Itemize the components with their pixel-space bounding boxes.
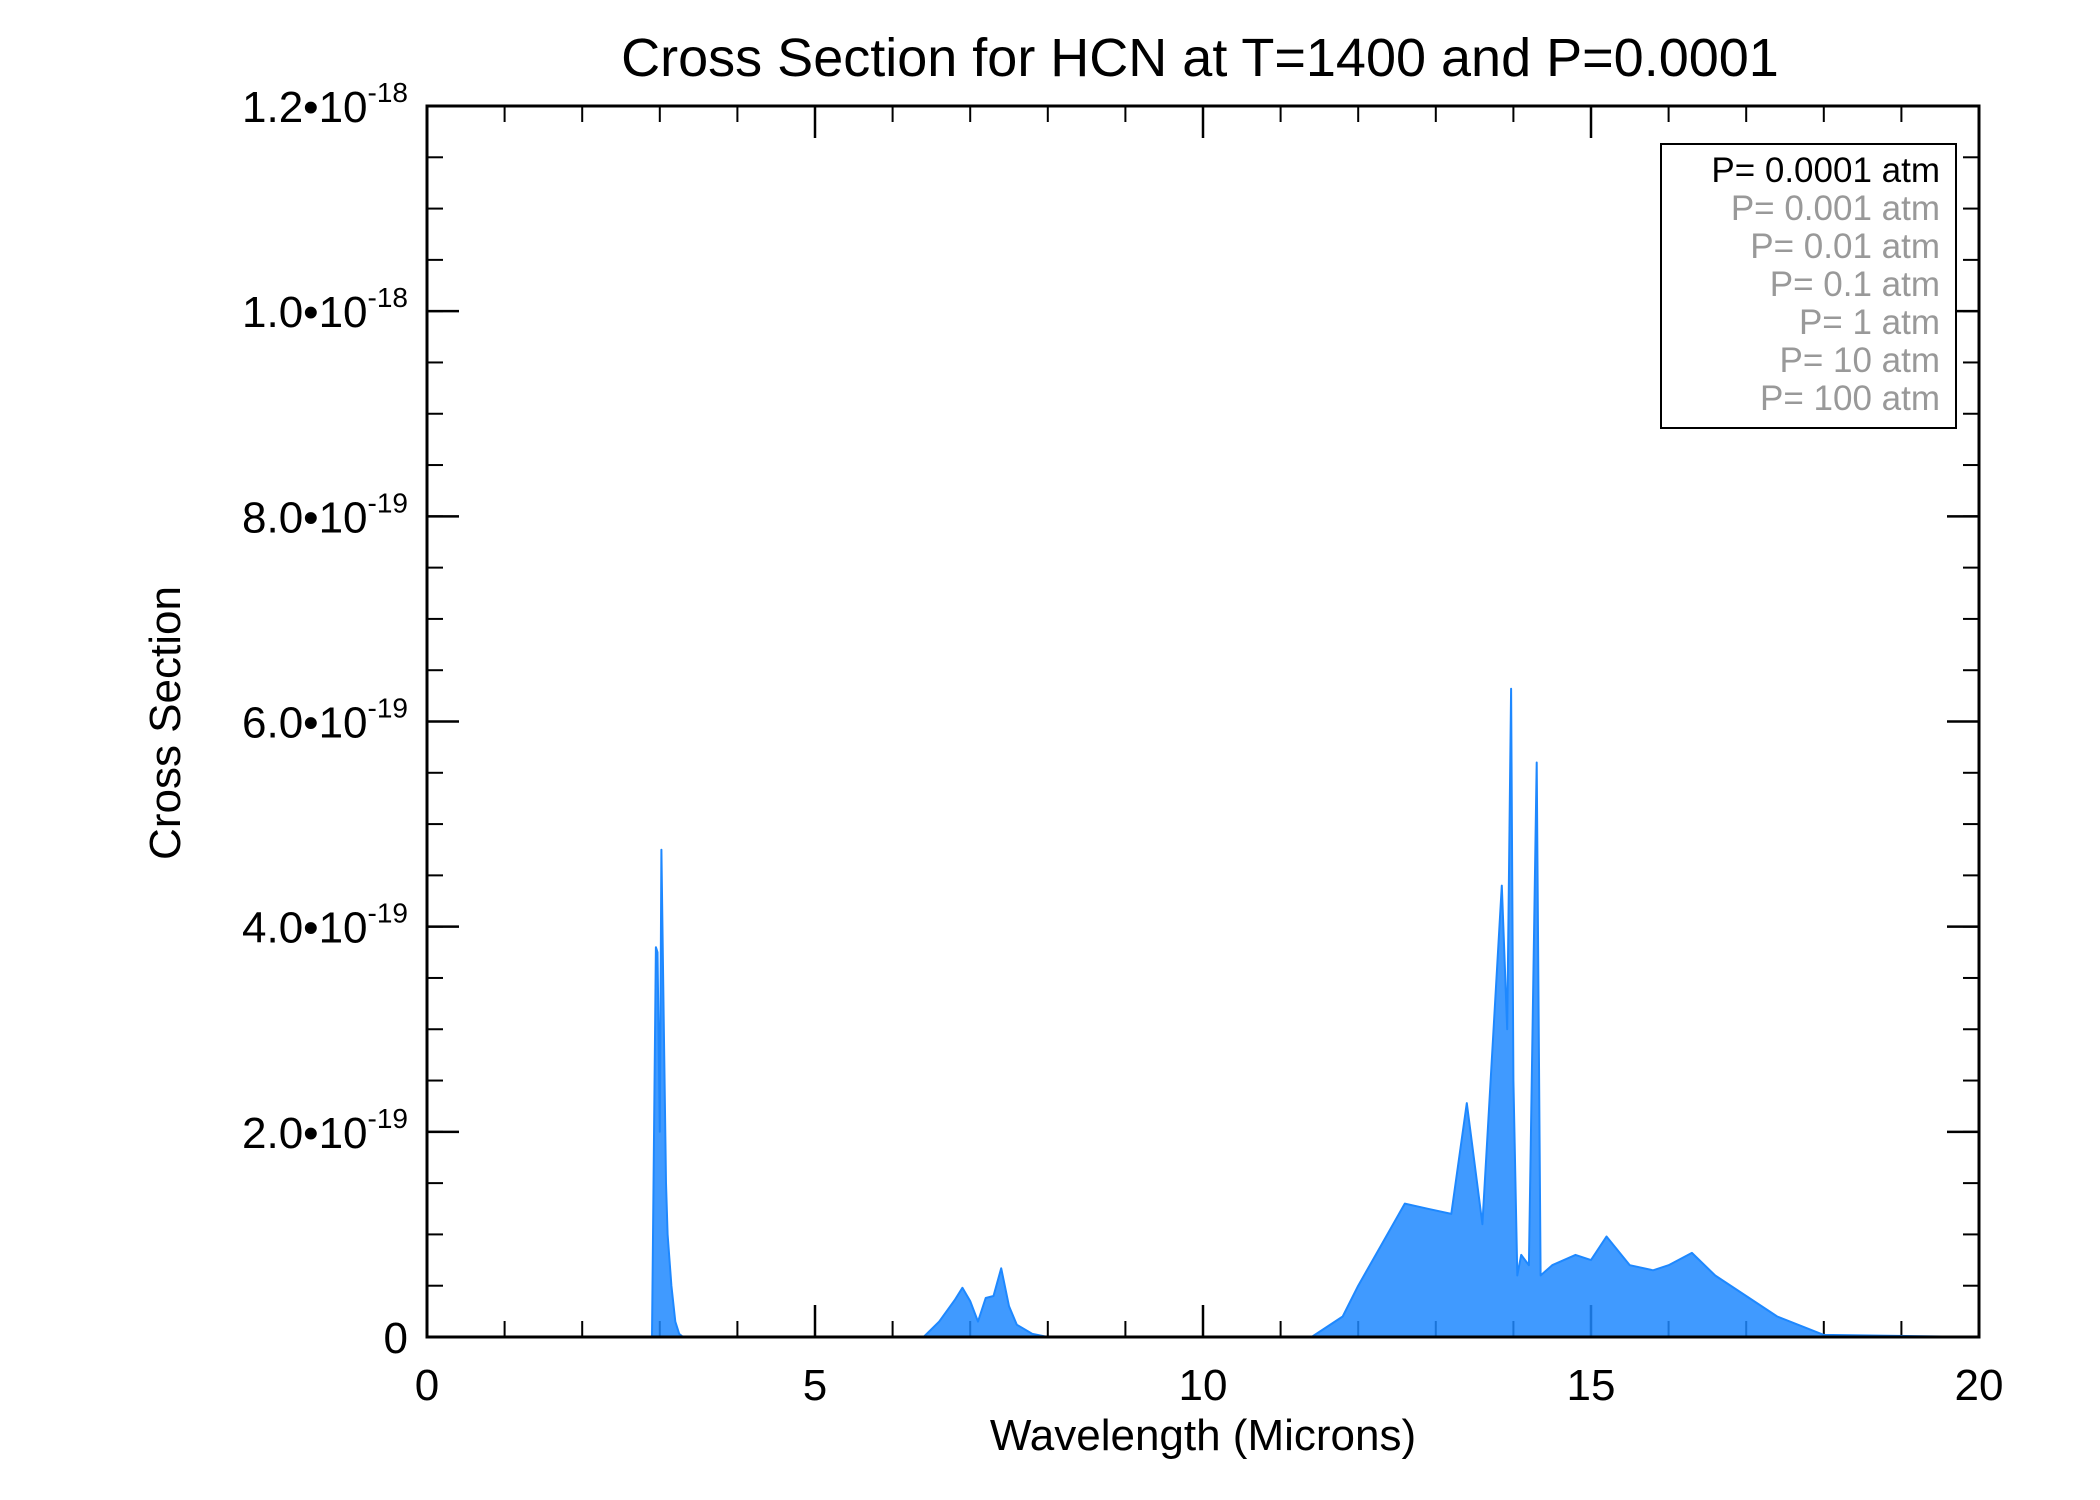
axis-tick-labels: 0 5 10 15 20 0 2.0•10-19 4.0•10-19 6.0•10-19 8.0•… bbox=[242, 77, 2003, 1410]
y-tick-label: 1.0•10-18 bbox=[242, 282, 408, 337]
legend-entry: P= 0.001 atm bbox=[1731, 189, 1940, 228]
legend-entry: P= 10 atm bbox=[1779, 341, 1940, 380]
y-tick-label: 1.2•10-18 bbox=[242, 77, 408, 132]
x-tick-label: 0 bbox=[415, 1361, 439, 1410]
y-axis-label: Cross Section bbox=[141, 586, 190, 860]
x-axis-label: Wavelength (Microns) bbox=[990, 1411, 1416, 1460]
y-tick-label: 2.0•10-19 bbox=[242, 1103, 408, 1158]
x-tick-label: 15 bbox=[1567, 1361, 1616, 1410]
legend-entry: P= 0.0001 atm bbox=[1711, 151, 1940, 190]
y-tick-label: 6.0•10-19 bbox=[242, 693, 408, 748]
x-tick-label: 5 bbox=[803, 1361, 827, 1410]
legend-entry: P= 0.1 atm bbox=[1770, 265, 1940, 304]
y-tick-label: 0 bbox=[384, 1314, 408, 1363]
y-tick-label: 4.0•10-19 bbox=[242, 898, 408, 953]
y-tick-label: 8.0•10-19 bbox=[242, 487, 408, 542]
x-tick-label: 10 bbox=[1179, 1361, 1228, 1410]
legend-entry: P= 100 atm bbox=[1760, 379, 1940, 418]
x-tick-label: 20 bbox=[1955, 1361, 2004, 1410]
chart-title: Cross Section for HCN at T=1400 and P=0.… bbox=[621, 28, 1779, 88]
spectrum-fill bbox=[465, 688, 1979, 1337]
legend-entry: P= 0.01 atm bbox=[1750, 227, 1940, 266]
spectrum-layer bbox=[465, 687, 1980, 1338]
legend-box bbox=[1660, 143, 1957, 429]
spectrum-line bbox=[465, 687, 1980, 1338]
plot-frame bbox=[425, 104, 1981, 1339]
legend-entry: P= 1 atm bbox=[1799, 303, 1940, 342]
